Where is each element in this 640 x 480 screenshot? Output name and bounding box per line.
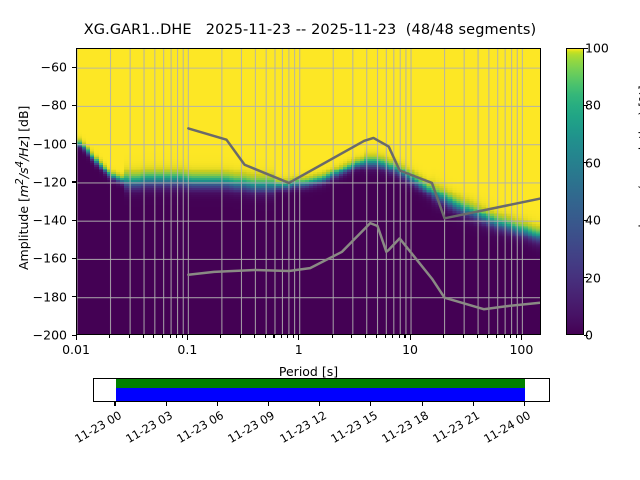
colorbar-tick-mark: [584, 334, 588, 336]
colorbar-tick-label: 0: [585, 327, 593, 343]
x-axis-minor-tick: [365, 335, 367, 338]
coverage-tick-label: 11-23 06: [174, 408, 227, 446]
y-axis-tick-mark: [72, 296, 76, 298]
coverage-tick-mark: [114, 402, 116, 406]
coverage-tick-label: 11-23 21: [430, 408, 483, 446]
x-axis-minor-tick: [503, 335, 505, 338]
x-axis-minor-tick: [376, 335, 378, 338]
x-axis-minor-tick: [253, 335, 255, 338]
x-axis-minor-tick: [496, 335, 498, 338]
y-axis-tick-mark: [72, 219, 76, 221]
x-axis-minor-tick: [351, 335, 353, 338]
x-axis-label: Period [s]: [278, 364, 339, 379]
colorbar-tick-label: 40: [585, 212, 601, 228]
coverage-tick-label: 11-23 09: [225, 408, 278, 446]
x-axis-minor-tick: [264, 335, 266, 338]
x-axis-minor-tick: [142, 335, 144, 338]
x-axis-minor-tick: [153, 335, 155, 338]
x-axis-minor-tick: [273, 335, 275, 338]
coverage-tick-label: 11-23 03: [123, 408, 176, 446]
coverage-tick-mark: [523, 402, 525, 406]
y-axis-tick-label: −180: [32, 289, 67, 305]
y-axis-tick-label: −80: [40, 97, 67, 113]
x-axis-minor-tick: [398, 335, 400, 338]
colorbar-tick-label: 60: [585, 155, 601, 171]
y-axis-tick-mark: [72, 104, 76, 106]
x-axis-minor-tick: [287, 335, 289, 338]
coverage-tick-label: 11-23 15: [328, 408, 380, 446]
y-axis-tick-label: −140: [32, 212, 67, 228]
x-axis-tick-label: 10: [402, 342, 418, 357]
coverage-tick-label: 11-23 00: [72, 408, 124, 446]
ppsd-histogram-canvas: [77, 49, 540, 334]
x-axis-minor-tick: [280, 335, 283, 338]
x-axis-minor-tick: [476, 335, 478, 338]
colorbar-tick-mark: [584, 219, 588, 221]
y-axis-tick-mark: [72, 257, 76, 260]
coverage-tick-mark: [421, 402, 423, 406]
x-axis-minor-tick: [128, 335, 130, 338]
colorbar-tick-label: 20: [585, 270, 601, 286]
colorbar-tick-label: 100: [585, 40, 609, 56]
x-axis-minor-tick: [487, 335, 489, 338]
y-axis-tick-label: −200: [32, 327, 67, 343]
y-axis-tick-label: −120: [32, 174, 67, 190]
y-axis-tick-label: −60: [40, 59, 67, 75]
colorbar: [566, 48, 584, 335]
x-axis-tick-label: 100: [509, 342, 534, 357]
x-axis-minor-tick: [169, 335, 171, 338]
x-axis-minor-tick: [181, 335, 183, 338]
x-axis-tick-label: 0.1: [177, 342, 198, 357]
x-axis-minor-tick: [331, 335, 333, 338]
colorbar-tick-mark: [584, 277, 588, 279]
coverage-tick-mark: [319, 402, 321, 406]
colorbar-tick-mark: [584, 47, 588, 49]
x-axis-minor-tick: [462, 335, 464, 338]
x-axis-major-tick: [409, 335, 411, 340]
coverage-tick-label: 11-23 18: [379, 408, 432, 446]
y-axis-tick-mark: [72, 66, 76, 68]
x-axis-major-tick: [75, 335, 77, 340]
coverage-tick-mark: [165, 402, 167, 406]
colorbar-tick-label: 80: [585, 97, 601, 113]
x-axis-minor-tick: [443, 335, 445, 338]
x-axis-minor-tick: [515, 335, 517, 338]
data-coverage-axes: [93, 378, 550, 402]
coverage-tick-mark: [267, 402, 270, 406]
x-axis-tick-label: 0.01: [62, 342, 90, 357]
page-title: XG.GAR1..DHE 2025-11-23 -- 2025-11-23 (4…: [83, 22, 537, 38]
x-axis-minor-tick: [293, 335, 295, 338]
coverage-bar-green: [115, 379, 526, 388]
ppsd-plot-area: [76, 48, 541, 335]
x-axis-minor-tick: [239, 335, 242, 338]
x-axis-tick-label: 1: [294, 342, 303, 357]
y-axis-tick-mark: [72, 334, 76, 336]
y-axis-tick-label: −160: [32, 250, 67, 266]
x-axis-major-tick: [298, 335, 300, 340]
x-axis-minor-tick: [510, 335, 512, 338]
x-axis-major-tick: [520, 335, 522, 340]
colorbar-tick-mark: [584, 162, 588, 164]
x-axis-minor-tick: [176, 335, 178, 338]
x-axis-minor-tick: [384, 335, 386, 338]
colorbar-tick-mark: [584, 104, 588, 106]
x-axis-major-tick: [186, 335, 188, 340]
coverage-tick-mark: [216, 402, 218, 406]
coverage-tick-label: 11-23 12: [276, 408, 329, 446]
x-axis-minor-tick: [109, 335, 111, 338]
x-axis-minor-tick: [392, 335, 394, 338]
coverage-tick-mark: [370, 402, 372, 406]
coverage-tick-mark: [472, 402, 474, 406]
colorbar-label: non-exceedance (cumulative) [%]: [636, 84, 640, 297]
coverage-tick-label: 11-24 00: [481, 408, 534, 446]
y-axis-tick-mark: [72, 143, 76, 145]
x-axis-minor-tick: [220, 335, 222, 338]
coverage-bar-blue: [115, 388, 526, 401]
ppsd-overlay-lines: [77, 49, 540, 334]
x-axis-minor-tick: [404, 335, 406, 338]
y-axis-tick-mark: [72, 181, 76, 183]
x-axis-minor-tick: [162, 335, 164, 338]
y-axis-tick-label: −100: [32, 136, 67, 152]
